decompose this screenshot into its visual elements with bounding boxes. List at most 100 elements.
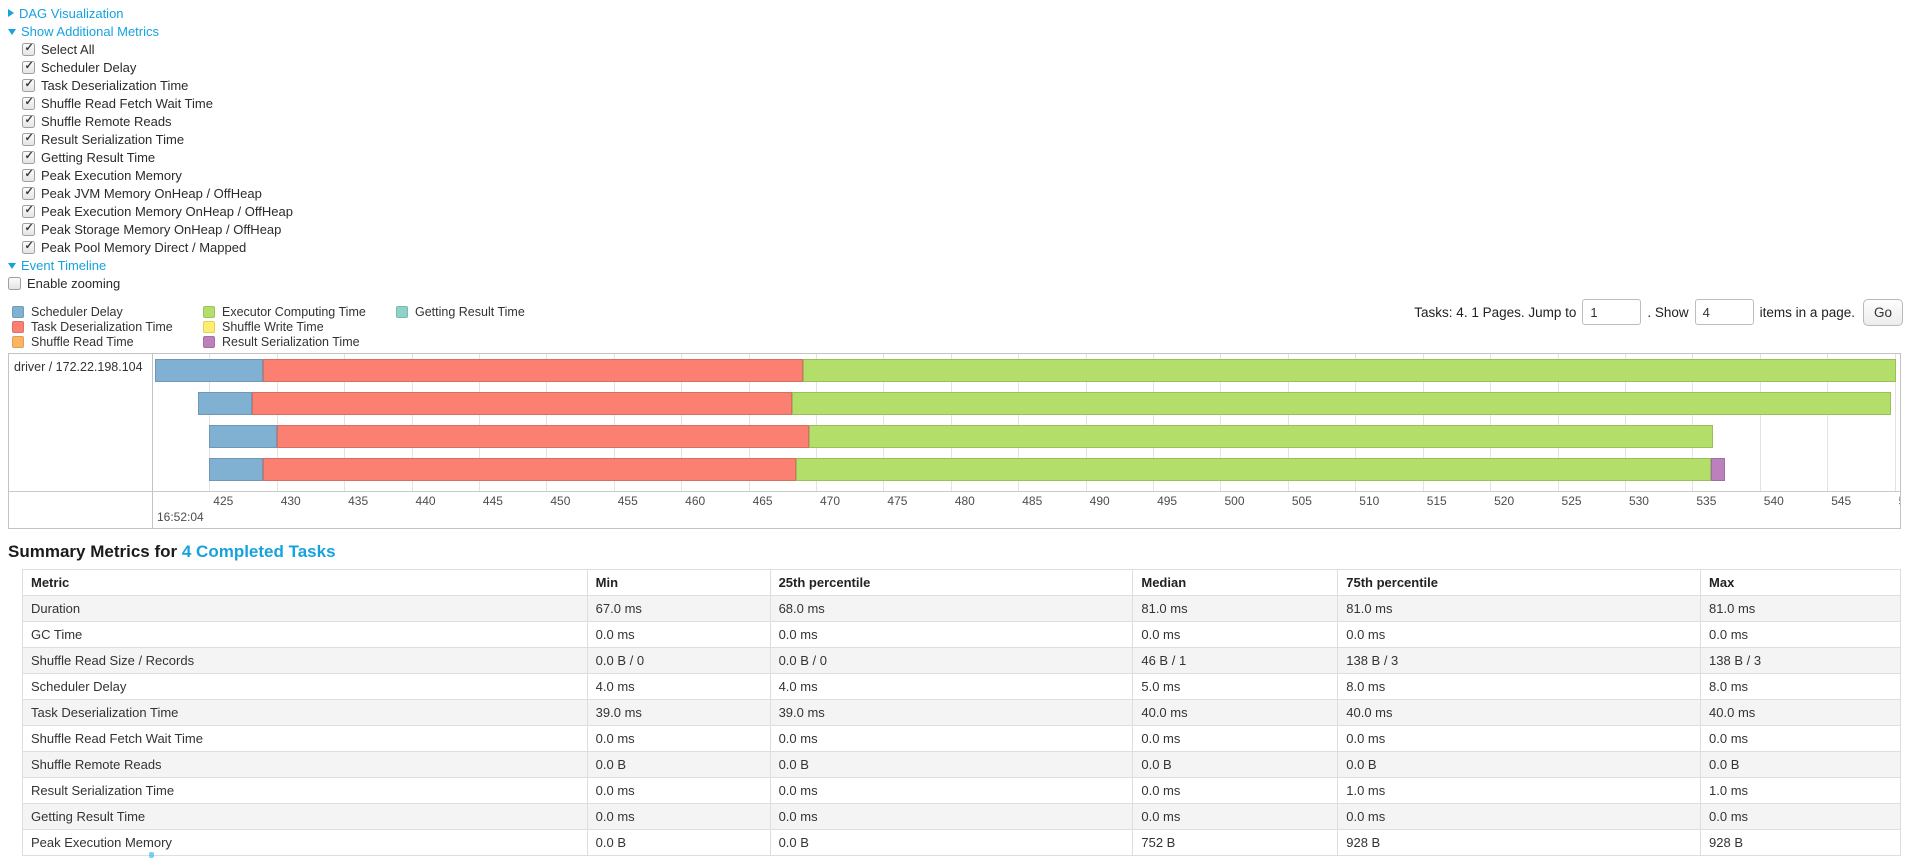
metric-name-cell: Shuffle Remote Reads xyxy=(22,751,588,778)
task-segment-executor-computing[interactable] xyxy=(791,392,1891,415)
go-button[interactable]: Go xyxy=(1862,298,1903,326)
metric-value-cell: 0.0 ms xyxy=(1132,725,1339,752)
metric-checkbox[interactable] xyxy=(22,150,35,164)
metric-name-cell: Shuffle Read Size / Records xyxy=(22,647,588,674)
metric-value-cell: 0.0 ms xyxy=(769,621,1134,648)
metric-checkbox[interactable] xyxy=(22,78,35,92)
items-per-page-input[interactable] xyxy=(1694,299,1754,325)
timeline-gridline xyxy=(1355,354,1357,491)
task-segment-task-deserialization[interactable] xyxy=(263,458,796,481)
metric-checkbox-row: Scheduler Delay xyxy=(22,58,293,76)
legend-item: Task Deserialization Time xyxy=(12,319,203,334)
metric-value-cell: 1.0 ms xyxy=(1337,777,1702,804)
show-additional-metrics-toggle[interactable]: Show Additional Metrics xyxy=(8,22,293,40)
event-timeline-toggle[interactable]: Event Timeline xyxy=(8,256,293,274)
metric-value-cell: 0.0 B xyxy=(769,751,1134,778)
dag-visualization-toggle[interactable]: DAG Visualization xyxy=(8,4,293,22)
table-row: Shuffle Remote Reads 0.0 B 0.0 B 0.0 B 0.0 B… xyxy=(22,751,1901,778)
metric-checkbox[interactable] xyxy=(22,42,35,56)
metric-checkbox-row: Shuffle Remote Reads xyxy=(22,112,293,130)
task-segment-task-deserialization[interactable] xyxy=(276,425,810,448)
timeline-tick-label: 470 xyxy=(819,494,841,508)
legend-swatch-scheduler-delay xyxy=(12,305,24,318)
summary-metrics-heading: Summary Metrics for 4 Completed Tasks xyxy=(8,542,336,562)
legend-label: Task Deserialization Time xyxy=(31,319,173,334)
timeline-tick-label: 450 xyxy=(550,494,571,508)
jump-to-page-input[interactable] xyxy=(1582,299,1642,325)
task-segment-scheduler-delay[interactable] xyxy=(155,359,264,382)
metric-value-cell: 39.0 ms xyxy=(586,699,771,726)
metric-checkbox[interactable] xyxy=(22,168,35,182)
timeline-gridline xyxy=(276,354,278,491)
task-timeline-row xyxy=(154,392,1900,415)
metric-checkbox[interactable] xyxy=(22,240,35,254)
table-row: Shuffle Read Size / Records 0.0 B / 0 0.0 … xyxy=(22,647,1901,674)
legend-item: Shuffle Write Time xyxy=(203,319,396,334)
metric-name-cell: GC Time xyxy=(22,621,588,648)
task-segment-executor-computing[interactable] xyxy=(809,425,1713,448)
metric-checkbox-label: Peak Pool Memory Direct / Mapped xyxy=(41,239,247,255)
task-segment-scheduler-delay[interactable] xyxy=(209,425,277,448)
metric-checkbox-row: Getting Result Time xyxy=(22,148,293,166)
metric-checkbox[interactable] xyxy=(22,96,35,110)
legend-swatch-result-serialization xyxy=(203,335,215,348)
task-segment-executor-computing[interactable] xyxy=(795,458,1712,481)
timeline-gridline xyxy=(613,354,615,491)
metric-value-cell: 928 B xyxy=(1337,829,1702,856)
task-segment-executor-computing[interactable] xyxy=(802,359,1896,382)
task-segment-task-deserialization[interactable] xyxy=(263,359,803,382)
metric-checkbox[interactable] xyxy=(22,186,35,200)
task-segment-scheduler-delay[interactable] xyxy=(209,458,264,481)
metric-name-cell: Duration xyxy=(22,595,588,622)
table-header-cell: Min xyxy=(586,569,771,596)
legend-label: Executor Computing Time xyxy=(222,304,366,319)
timeline-legend: Scheduler Delay Task Deserialization Time… xyxy=(12,304,525,349)
task-pagination: Tasks: 4. 1 Pages. Jump to . Show items … xyxy=(1414,296,1903,328)
collapsed-arrow-icon xyxy=(8,9,14,17)
task-segment-task-deserialization[interactable] xyxy=(252,392,792,415)
timeline-gridline xyxy=(1557,354,1559,491)
timeline-tick-label: 500 xyxy=(1224,494,1245,508)
metric-checkbox[interactable] xyxy=(22,132,35,146)
timeline-gridline xyxy=(344,354,346,491)
metric-value-cell: 81.0 ms xyxy=(1132,595,1339,622)
metric-name-cell: Getting Result Time xyxy=(22,803,588,830)
table-row: Shuffle Read Fetch Wait Time 0.0 ms 0.0 ms… xyxy=(22,725,1901,752)
timeline-tick-label: 485 xyxy=(1022,494,1043,508)
metric-checkbox[interactable] xyxy=(22,114,35,128)
legend-label: Scheduler Delay xyxy=(31,304,123,319)
metric-value-cell: 0.0 ms xyxy=(586,621,771,648)
timeline-gridline xyxy=(1692,354,1694,491)
metric-value-cell: 5.0 ms xyxy=(1132,673,1339,700)
enable-zooming-checkbox[interactable] xyxy=(8,276,21,290)
timeline-gridline xyxy=(1624,354,1626,491)
metric-checkbox[interactable] xyxy=(22,60,35,74)
dag-visualization-link[interactable]: DAG Visualization xyxy=(19,5,124,21)
completed-tasks-link[interactable]: 4 Completed Tasks xyxy=(181,542,336,561)
metric-checkbox[interactable] xyxy=(22,222,35,236)
metric-value-cell: 0.0 ms xyxy=(586,777,771,804)
event-timeline-link[interactable]: Event Timeline xyxy=(21,257,107,273)
metric-value-cell: 0.0 ms xyxy=(586,803,771,830)
metric-checkbox-list: Select All Scheduler Delay Task Deserializ… xyxy=(8,40,293,256)
task-segment-result-serialization[interactable] xyxy=(1711,458,1725,481)
timeline-major-time-label: 16:52:04 xyxy=(157,510,204,524)
task-segment-scheduler-delay[interactable] xyxy=(198,392,253,415)
metric-value-cell: 39.0 ms xyxy=(769,699,1134,726)
timeline-gridline xyxy=(681,354,683,491)
metric-checkbox-row: Peak Execution Memory xyxy=(22,166,293,184)
timeline-gridline xyxy=(478,354,480,491)
metric-name-cell: Result Serialization Time xyxy=(22,777,588,804)
timeline-gridline xyxy=(1827,354,1829,491)
table-header-row: Metric Min 25th percentile Median 75th perce… xyxy=(22,569,1901,596)
metric-value-cell: 138 B / 3 xyxy=(1700,647,1901,674)
metric-value-cell: 4.0 ms xyxy=(586,673,771,700)
metric-value-cell: 928 B xyxy=(1700,829,1901,856)
metric-checkbox[interactable] xyxy=(22,204,35,218)
metric-value-cell: 0.0 B xyxy=(1132,751,1339,778)
timeline-plot-area[interactable]: 425 430 435 440 445 450 455 460 465 470 475 480 485 4… xyxy=(154,354,1900,528)
event-timeline-chart: driver / 172.22.198.104 425 430 435 440 445 4… xyxy=(8,353,1901,529)
legend-swatch-shuffle-read xyxy=(12,335,24,348)
show-additional-metrics-link[interactable]: Show Additional Metrics xyxy=(21,23,160,39)
timeline-gridline xyxy=(1085,354,1087,491)
